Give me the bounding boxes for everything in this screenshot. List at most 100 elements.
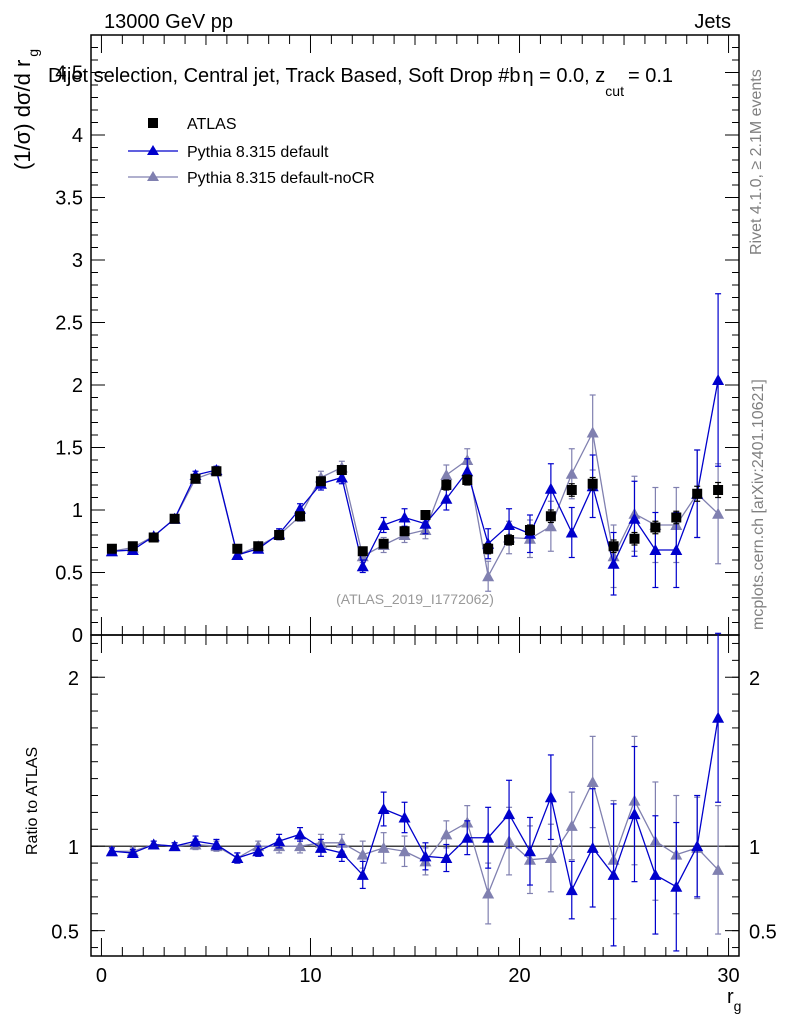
ratio-pythia-point [377, 803, 390, 815]
ratio-pythia-point [356, 868, 369, 880]
ratio-pythia-point [419, 850, 432, 862]
main-atlas-point [587, 478, 598, 489]
main-pythia-line [111, 379, 719, 569]
main-atlas-point [357, 546, 368, 557]
ratio-pythia-point [105, 845, 118, 857]
main-y-label-sub: g [25, 49, 41, 57]
ratio-pythia-point [482, 831, 495, 843]
main-nocr-point [440, 469, 453, 480]
x-axis-label-sub: g [734, 998, 742, 1014]
main-atlas-point [566, 485, 577, 495]
main-pythia-point [231, 549, 244, 560]
main-atlas-series [106, 465, 724, 557]
ratio-pythia-point [544, 791, 557, 803]
ratio-pythia-point [252, 845, 265, 857]
main-atlas-point [336, 465, 347, 475]
ratio-pythia-point [294, 828, 307, 840]
main-pythia-point [294, 502, 307, 514]
main-atlas-point [483, 543, 494, 554]
main-atlas-point [713, 485, 724, 495]
main-y-label-text: (1/σ) dσ/d r [10, 60, 35, 170]
main-nocr-line [111, 430, 719, 579]
ratio-nocr-point [482, 887, 495, 899]
header-energy: 13000 GeV pp [104, 11, 233, 33]
main-atlas-point [378, 538, 389, 549]
ratio-pythia-point [628, 808, 641, 820]
main-atlas-point [106, 543, 117, 554]
x-axis-label-text: r [727, 986, 734, 1008]
main-atlas-point [127, 541, 138, 552]
main-pythia-point [419, 517, 432, 529]
ratio-pythia-point [273, 835, 286, 847]
main-nocr-point [712, 507, 725, 519]
ratio-pythia-point [126, 846, 139, 858]
title-cut: cut [605, 83, 624, 99]
main-atlas-point [462, 475, 473, 485]
ratio-nocr-point [398, 845, 411, 857]
main-atlas-point [148, 532, 159, 543]
ratio-pythia-point [670, 880, 683, 892]
main-atlas-point [629, 533, 640, 544]
main-y-tick-label: 0 [72, 625, 83, 647]
ratio-plot-frame [90, 634, 740, 957]
ratio-pythia-point [335, 846, 348, 858]
legend-pythia-label: Pythia 8.315 default [187, 144, 329, 161]
main-nocr-point [586, 426, 599, 438]
legend-nocr-label: Pythia 8.315 default-noCR [187, 170, 375, 187]
ratio-nocr-point [544, 852, 557, 864]
series-layer [105, 293, 725, 952]
ratio-pythia-point [649, 868, 662, 880]
x-tick-label: 20 [508, 965, 530, 987]
main-nocr-point [565, 467, 578, 479]
ratio-pythia-point [398, 811, 411, 823]
ratio-y-tick-label-right: 1 [749, 837, 760, 859]
ratio-nocr-point [565, 819, 578, 831]
ratio-pythia-point [440, 852, 453, 864]
main-y-tick-label: 2.5 [55, 313, 83, 335]
ratio-pythia-point [314, 841, 327, 853]
main-y-tick-label: 4.5 [55, 63, 83, 85]
ratio-nocr-point [294, 840, 307, 852]
ratio-y-tick-label: 2 [68, 668, 79, 690]
header-jets: Jets [694, 11, 731, 33]
x-tick-label: 10 [299, 965, 321, 987]
main-atlas-point [274, 530, 285, 540]
rivet-label: Rivet 4.1.0, ≥ 2.1M events [748, 69, 765, 255]
main-atlas-point [169, 513, 180, 524]
legend-atlas-marker [148, 118, 158, 128]
ratio-pythia-point [147, 838, 160, 850]
ratio-pythia-point [168, 840, 181, 852]
ratio-pythia-point [503, 808, 516, 820]
ratio-pythia-point [231, 852, 244, 864]
legend-nocr-marker [147, 171, 159, 181]
ratio-pythia-point [712, 711, 725, 723]
main-atlas-point [190, 473, 201, 484]
title-tail: = 0.1 [628, 65, 673, 87]
main-atlas-point [692, 488, 703, 499]
main-atlas-point [441, 480, 452, 490]
ratio-pythia-series [105, 632, 725, 952]
main-pythia-point [503, 519, 516, 530]
title-main: Dijet selection, Central jet, Track Base… [48, 65, 520, 87]
main-atlas-point [608, 541, 619, 552]
main-pythia-point [440, 492, 453, 504]
ratio-pythia-point [607, 868, 620, 880]
main-atlas-point [253, 541, 264, 552]
ratio-pythia-point [461, 831, 474, 843]
main-pythia-point [461, 465, 474, 477]
main-pythia-point [670, 544, 683, 555]
main-y-tick-label: 1 [72, 500, 83, 522]
main-pythia-point [628, 512, 641, 524]
main-pythia-point [398, 511, 411, 523]
main-pythia-point [356, 560, 369, 572]
plot-title: Dijet selection, Central jet, Track Base… [48, 65, 673, 99]
main-atlas-point [545, 511, 556, 522]
main-y-tick-label: 1.5 [55, 438, 83, 460]
main-atlas-point [232, 543, 243, 554]
ratio-nocr-point [377, 841, 390, 853]
main-y-label: (1/σ) dσ/d r g [10, 49, 41, 170]
analysis-watermark: (ATLAS_2019_I1772062) [336, 591, 494, 607]
main-y-tick-label: 3 [72, 250, 83, 272]
main-pythia-point [377, 519, 390, 530]
